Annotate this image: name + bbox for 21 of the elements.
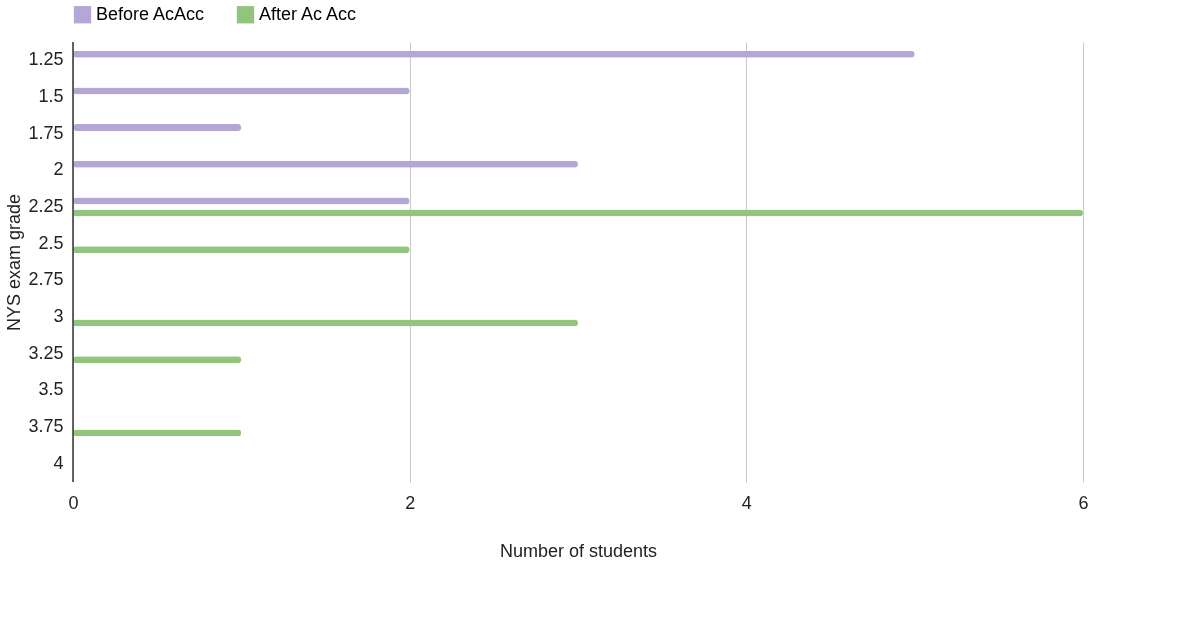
y-tick-label: 2.5	[38, 232, 64, 253]
y-tick-label: 3.75	[28, 416, 64, 436]
y-tick-label: 3.5	[38, 379, 64, 400]
x-tick-label: 0	[68, 492, 79, 513]
x-tick-label: 6	[1078, 492, 1089, 513]
y-tick-label: 1.5	[38, 86, 64, 106]
y-tick-label: 2	[53, 159, 64, 180]
x-tick-label: 4	[741, 492, 752, 513]
y-tick-label: 4	[53, 452, 64, 473]
y-tick-label: 3	[53, 306, 64, 326]
bar	[73, 124, 242, 132]
x-axis-title: Number of students	[499, 540, 658, 561]
legend-label: After Ac Acc	[259, 3, 357, 24]
x-tick-label: 2	[405, 492, 416, 513]
y-axis-title: NYS exam grade	[4, 193, 25, 332]
y-tick-label: 1.75	[28, 122, 64, 143]
y-tick-label: 3.25	[28, 342, 64, 363]
y-tick-label: 1.25	[28, 49, 64, 70]
y-tick-label: 2.75	[28, 269, 64, 290]
legend-label: Before AcAcc	[96, 3, 205, 24]
y-tick-label: 2.25	[28, 196, 64, 216]
